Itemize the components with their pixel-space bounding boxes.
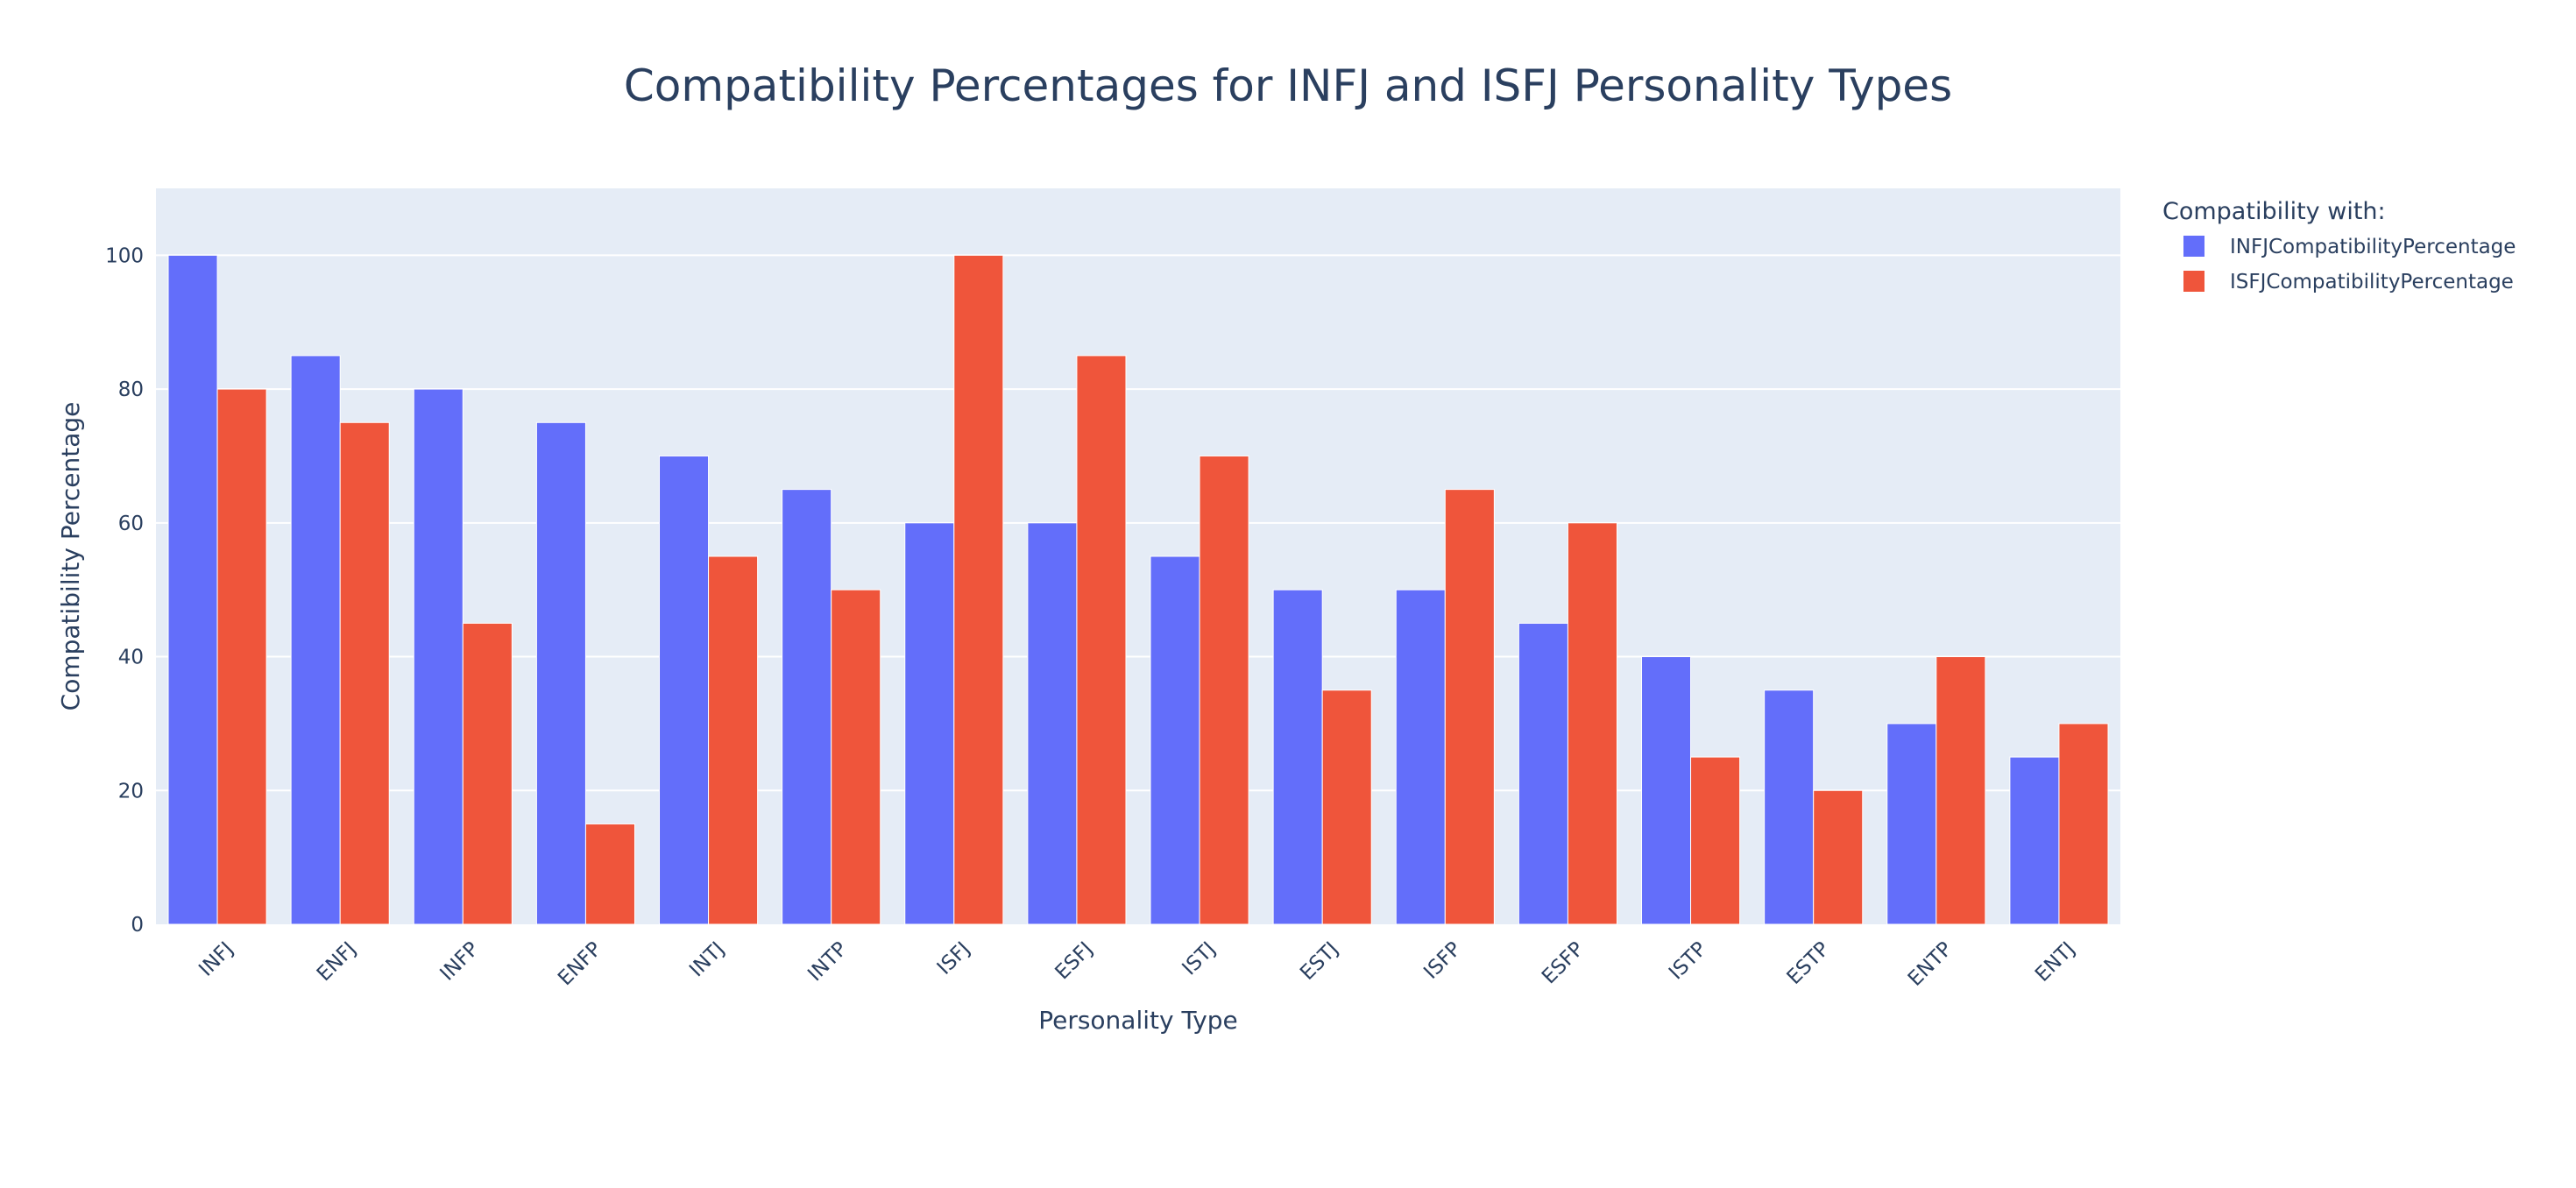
legend-items: INFJCompatibilityPercentage ISFJCompatibi… (2183, 236, 2516, 293)
x-tick-label: ISTJ (1178, 937, 1220, 979)
bar-enfj-series-2[interactable] (339, 421, 390, 925)
bar-entp-series-2[interactable] (1936, 656, 1986, 925)
bar-isfp-series-2[interactable] (1444, 489, 1495, 925)
bar-intj-series-2[interactable] (708, 555, 759, 925)
bar-enfp-series-1[interactable] (535, 421, 586, 925)
x-tick-label: INTJ (685, 937, 729, 981)
y-tick-label: 40 (118, 647, 144, 669)
x-tick-label: ESTJ (1296, 937, 1343, 985)
x-tick-label: ISFP (1419, 937, 1466, 984)
x-tick-label: ISTP (1665, 937, 1711, 984)
bars (167, 254, 2109, 925)
bar-infp-series-1[interactable] (413, 388, 464, 925)
y-tick-label: 100 (105, 244, 144, 267)
bar-entp-series-1[interactable] (1886, 723, 1937, 925)
bar-infj-series-1[interactable] (167, 254, 218, 925)
x-tick-label: INFP (435, 937, 484, 986)
bar-estj-series-2[interactable] (1321, 689, 1372, 925)
legend-label: INFJCompatibilityPercentage (2230, 236, 2516, 258)
x-axis-ticks: INFJ ENFJ INFP ENFP INTJ INTP ISFJ ESFJ ISTJ ESTJ… (195, 937, 2079, 991)
bar-istj-series-1[interactable] (1150, 555, 1200, 925)
bar-intj-series-1[interactable] (659, 455, 710, 925)
x-tick-label: ISFJ (933, 937, 975, 979)
bar-istj-series-2[interactable] (1199, 455, 1249, 925)
y-tick-label: 80 (118, 378, 144, 401)
legend: Compatibility with: INFJCompatibilityPer… (2162, 198, 2516, 293)
x-tick-label: INTP (803, 937, 852, 986)
x-tick-label: ENTP (1904, 937, 1957, 991)
legend-title: Compatibility with: (2162, 198, 2386, 225)
legend-label: ISFJCompatibilityPercentage (2230, 271, 2514, 293)
bar-intp-series-1[interactable] (782, 489, 832, 925)
x-tick-label: ESTP (1783, 937, 1835, 989)
y-axis-title: Compatibility Percentage (56, 402, 85, 711)
x-tick-label: ENTJ (2031, 937, 2080, 986)
bar-infp-series-2[interactable] (462, 622, 513, 925)
bar-isfp-series-1[interactable] (1395, 589, 1446, 925)
bar-infj-series-2[interactable] (216, 388, 267, 925)
bar-istp-series-1[interactable] (1641, 656, 1692, 925)
bar-isfj-series-2[interactable] (953, 254, 1004, 925)
bar-esfp-series-2[interactable] (1567, 522, 1617, 925)
bar-estj-series-1[interactable] (1272, 589, 1323, 925)
legend-item[interactable]: ISFJCompatibilityPercentage (2183, 271, 2514, 293)
bar-esfj-series-1[interactable] (1027, 522, 1078, 925)
y-axis-ticks: 0 20 40 60 80 100 (105, 244, 144, 937)
x-tick-label: ESFJ (1051, 937, 1097, 984)
y-tick-label: 0 (131, 914, 144, 937)
x-axis-title: Personality Type (1038, 1006, 1238, 1035)
bar-esfp-series-1[interactable] (1518, 622, 1568, 925)
bar-entj-series-1[interactable] (2009, 756, 2060, 925)
y-tick-label: 20 (118, 780, 144, 803)
bar-estp-series-2[interactable] (1813, 789, 1864, 925)
bar-estp-series-1[interactable] (1764, 689, 1815, 925)
bar-istp-series-2[interactable] (1690, 756, 1741, 925)
legend-item[interactable]: INFJCompatibilityPercentage (2183, 236, 2516, 258)
x-tick-label: ENFJ (313, 937, 361, 986)
y-tick-label: 60 (118, 513, 144, 535)
x-tick-label: INFJ (195, 937, 238, 981)
bar-enfp-series-2[interactable] (584, 823, 635, 925)
bar-isfj-series-1[interactable] (904, 522, 955, 925)
x-tick-label: ENFP (554, 937, 606, 990)
legend-swatch (2183, 236, 2204, 257)
bar-enfj-series-1[interactable] (290, 355, 341, 925)
legend-swatch (2183, 271, 2204, 292)
bar-entj-series-2[interactable] (2058, 723, 2109, 925)
x-tick-label: ESFP (1538, 937, 1589, 988)
bar-esfj-series-2[interactable] (1076, 355, 1127, 925)
chart-title: Compatibility Percentages for INFJ and I… (624, 60, 1952, 111)
bar-intp-series-2[interactable] (831, 589, 881, 925)
